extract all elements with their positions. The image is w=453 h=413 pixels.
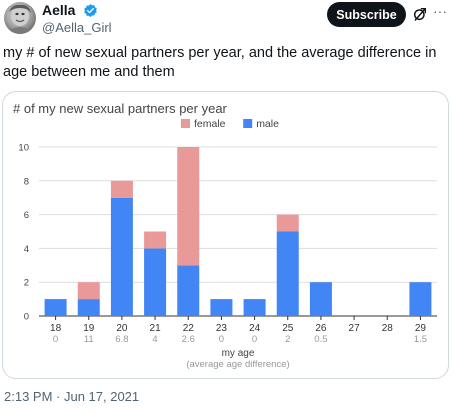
author-handle[interactable]: @Aella_Girl (42, 20, 112, 36)
bar-male-26 (309, 282, 332, 316)
x-sub-label-21: 4 (152, 334, 157, 345)
bar-male-20 (110, 197, 133, 316)
bar-male-25 (276, 231, 299, 316)
author-info[interactable]: Aella @Aella_Girl (42, 1, 112, 36)
x-sub-label-18: 0 (53, 334, 58, 345)
x-sub-label-22: 2.6 (182, 334, 195, 345)
bar-chart: 02468101801911206.8214222.6230240252260.… (18, 118, 437, 370)
x-axis-title: my age (222, 348, 255, 359)
bar-female-19 (77, 282, 100, 300)
y-tick-label-2: 2 (24, 278, 29, 289)
x-tick-label-23: 23 (216, 323, 228, 334)
x-sub-label-29: 1.5 (414, 334, 427, 345)
x-tick-label-26: 26 (315, 323, 327, 334)
bar-female-21 (144, 231, 167, 249)
x-tick-label-24: 24 (249, 323, 261, 334)
x-sub-label-20: 6.8 (115, 334, 128, 345)
tweet-text: my # of new sexual partners per year, an… (3, 45, 437, 80)
x-tick-label-18: 18 (50, 323, 62, 334)
x-sub-label-24: 0 (252, 334, 257, 345)
legend-label-male: male (256, 118, 279, 130)
x-tick-label-21: 21 (150, 323, 162, 334)
y-tick-label-6: 6 (24, 210, 29, 221)
chart-title: # of my new sexual partners per year (13, 101, 227, 116)
x-tick-label-28: 28 (382, 323, 394, 334)
bar-male-19 (77, 299, 100, 316)
x-tick-label-19: 19 (83, 323, 95, 334)
legend-swatch-male (243, 119, 253, 128)
x-sub-label-23: 0 (219, 334, 224, 345)
verified-badge-icon (84, 3, 97, 17)
tweet-header: Aella @Aella_Girl Subscribe ··· (0, 0, 453, 40)
bar-male-22 (177, 265, 200, 316)
y-tick-label-4: 4 (24, 244, 29, 255)
tweet-timestamp[interactable]: 2:13 PM · Jun 17, 2021 (4, 389, 140, 404)
avatar[interactable] (4, 2, 36, 34)
x-tick-label-22: 22 (183, 323, 195, 334)
legend-label-female: female (194, 118, 226, 130)
x-sub-label-25: 2 (285, 334, 290, 345)
bar-male-24 (243, 299, 266, 316)
grok-icon[interactable] (412, 6, 428, 22)
bar-female-25 (276, 214, 299, 232)
bar-female-22 (177, 147, 200, 266)
bar-male-29 (409, 282, 432, 316)
x-tick-label-27: 27 (349, 323, 361, 334)
avatar-image (9, 4, 31, 34)
y-tick-label-10: 10 (18, 143, 29, 154)
y-tick-label-8: 8 (24, 176, 29, 187)
bar-male-18 (44, 299, 67, 316)
y-tick-label-0: 0 (24, 312, 29, 323)
bar-male-23 (210, 299, 233, 316)
x-tick-label-25: 25 (282, 323, 294, 334)
x-tick-label-29: 29 (415, 323, 427, 334)
bar-female-20 (110, 180, 133, 198)
display-name[interactable]: Aella (42, 2, 76, 18)
more-options-icon[interactable]: ··· (433, 3, 447, 19)
x-tick-label-20: 20 (116, 323, 128, 334)
subscribe-button[interactable]: Subscribe (327, 2, 406, 27)
x-axis-subtitle: (average age difference) (186, 359, 289, 370)
x-sub-label-26: 0.5 (314, 334, 327, 345)
legend-swatch-female (181, 119, 190, 128)
bar-male-21 (144, 248, 167, 316)
x-sub-label-19: 11 (84, 334, 94, 345)
